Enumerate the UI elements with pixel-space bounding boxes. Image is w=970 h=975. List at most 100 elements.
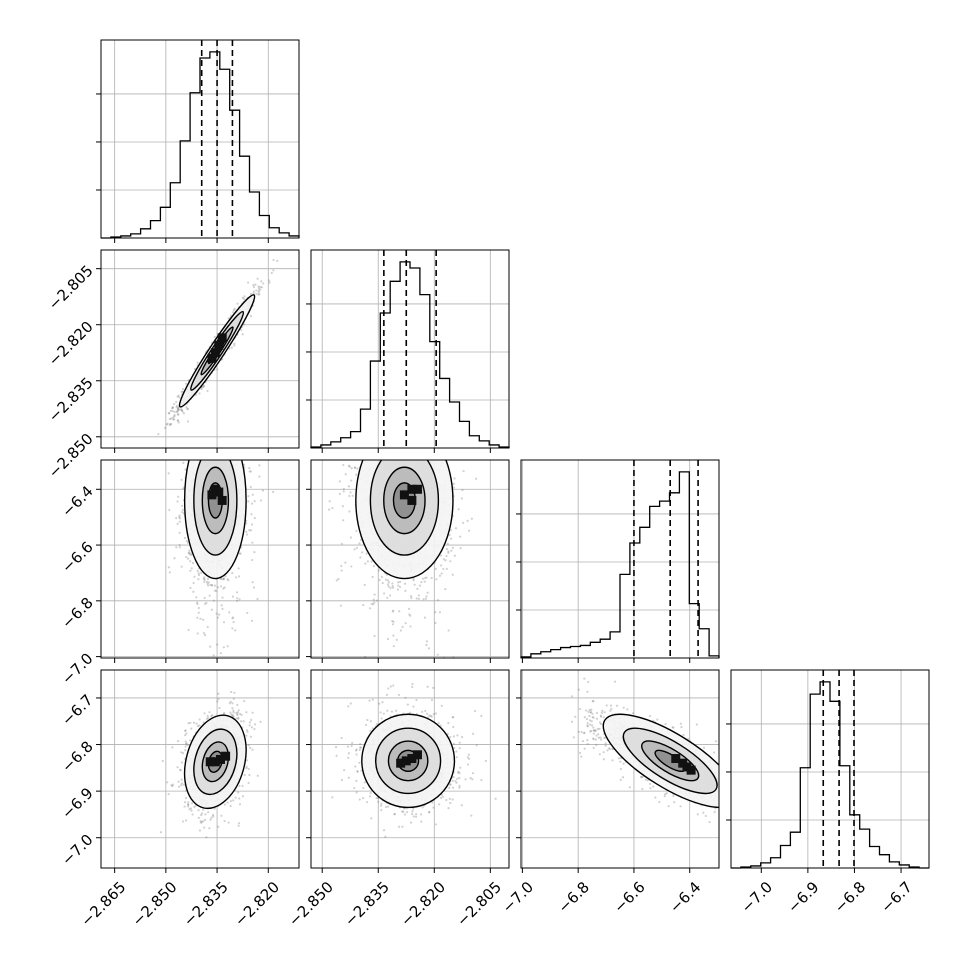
sample-point bbox=[243, 295, 245, 297]
sample-point bbox=[210, 715, 212, 717]
histogram-step-3 bbox=[731, 682, 929, 868]
sample-point bbox=[176, 766, 178, 768]
sample-point bbox=[374, 594, 376, 596]
sample-point bbox=[416, 416, 418, 418]
sample-point bbox=[179, 546, 181, 548]
sample-point bbox=[452, 547, 454, 549]
sample-point bbox=[223, 621, 225, 623]
sample-point bbox=[450, 538, 452, 540]
sample-point bbox=[439, 611, 441, 613]
sample-point bbox=[390, 444, 392, 446]
sample-point bbox=[389, 594, 391, 596]
sample-point bbox=[221, 597, 223, 599]
sample-point bbox=[207, 442, 209, 444]
sample-point bbox=[276, 260, 278, 262]
sample-point bbox=[423, 445, 425, 447]
sample-point bbox=[217, 586, 219, 588]
sample-point bbox=[209, 595, 211, 597]
sample-point bbox=[173, 415, 175, 417]
sample-point bbox=[222, 455, 224, 457]
sample-point bbox=[248, 744, 250, 746]
sample-point bbox=[178, 786, 180, 788]
sample-point bbox=[180, 479, 182, 481]
sample-point bbox=[209, 454, 211, 456]
sample-point bbox=[351, 442, 353, 444]
sample-point bbox=[172, 783, 174, 785]
sample-point bbox=[358, 442, 360, 444]
sample-point bbox=[421, 456, 423, 458]
sample-point bbox=[183, 412, 185, 414]
sample-point bbox=[403, 444, 405, 446]
sample-point bbox=[352, 495, 354, 497]
sample-point bbox=[420, 449, 422, 451]
sample-point bbox=[427, 409, 429, 411]
sample-point bbox=[236, 303, 238, 305]
sample-point bbox=[362, 604, 364, 606]
sample-point bbox=[486, 443, 488, 445]
sample-point bbox=[323, 409, 325, 411]
sample-point bbox=[399, 581, 401, 583]
sample-point bbox=[392, 610, 394, 612]
sample-point bbox=[437, 654, 439, 656]
sample-point bbox=[186, 425, 188, 427]
sample-point bbox=[258, 293, 260, 295]
sample-point bbox=[175, 401, 177, 403]
sample-point bbox=[242, 333, 244, 335]
sample-point bbox=[239, 553, 241, 555]
sample-point bbox=[442, 568, 444, 570]
sample-point bbox=[350, 479, 352, 481]
sample-point bbox=[373, 635, 375, 637]
sample-point bbox=[229, 394, 231, 396]
sample-point bbox=[204, 813, 206, 815]
sample-point bbox=[205, 836, 207, 838]
sample-point bbox=[180, 454, 182, 456]
sample-point bbox=[187, 801, 189, 803]
sample-point bbox=[452, 574, 454, 576]
sample-point bbox=[202, 417, 204, 419]
sample-point bbox=[250, 486, 252, 488]
sample-point bbox=[181, 443, 183, 445]
sample-point bbox=[213, 449, 215, 451]
sample-point bbox=[175, 546, 177, 548]
sample-point bbox=[403, 449, 405, 451]
sample-point bbox=[187, 420, 189, 422]
sample-point bbox=[251, 559, 253, 561]
sample-point bbox=[213, 654, 215, 656]
sample-point bbox=[197, 362, 199, 364]
sample-point bbox=[426, 457, 428, 459]
sample-point bbox=[402, 835, 404, 837]
sample-point bbox=[221, 694, 223, 696]
sample-point bbox=[210, 817, 212, 819]
sample-point bbox=[195, 432, 197, 434]
histogram-step-2 bbox=[521, 472, 719, 658]
sample-point bbox=[402, 454, 404, 456]
sample-point bbox=[160, 831, 162, 833]
sample-point bbox=[449, 560, 451, 562]
sample-point bbox=[405, 457, 407, 459]
sample-point bbox=[415, 458, 417, 460]
sample-point bbox=[164, 427, 166, 429]
sample-point bbox=[212, 421, 214, 423]
sample-point bbox=[443, 440, 445, 442]
sample-point bbox=[441, 572, 443, 574]
sample-point bbox=[255, 289, 257, 291]
sample-point bbox=[372, 457, 374, 459]
sample-point bbox=[202, 452, 204, 454]
sample-point bbox=[179, 517, 181, 519]
sample-point bbox=[187, 558, 189, 560]
sample-point bbox=[254, 723, 256, 725]
sample-point bbox=[207, 403, 209, 405]
sample-point bbox=[426, 640, 428, 642]
sample-point bbox=[231, 572, 233, 574]
sample-point bbox=[216, 368, 218, 370]
sample-point bbox=[208, 827, 210, 829]
sample-point bbox=[409, 437, 411, 439]
sample-point bbox=[214, 452, 216, 454]
sample-point bbox=[392, 585, 394, 587]
sample-point bbox=[196, 722, 198, 724]
sample-point bbox=[259, 721, 261, 723]
sample-point bbox=[396, 423, 398, 425]
sample-point bbox=[186, 408, 188, 410]
sample-point bbox=[184, 537, 186, 539]
sample-point bbox=[177, 781, 179, 783]
